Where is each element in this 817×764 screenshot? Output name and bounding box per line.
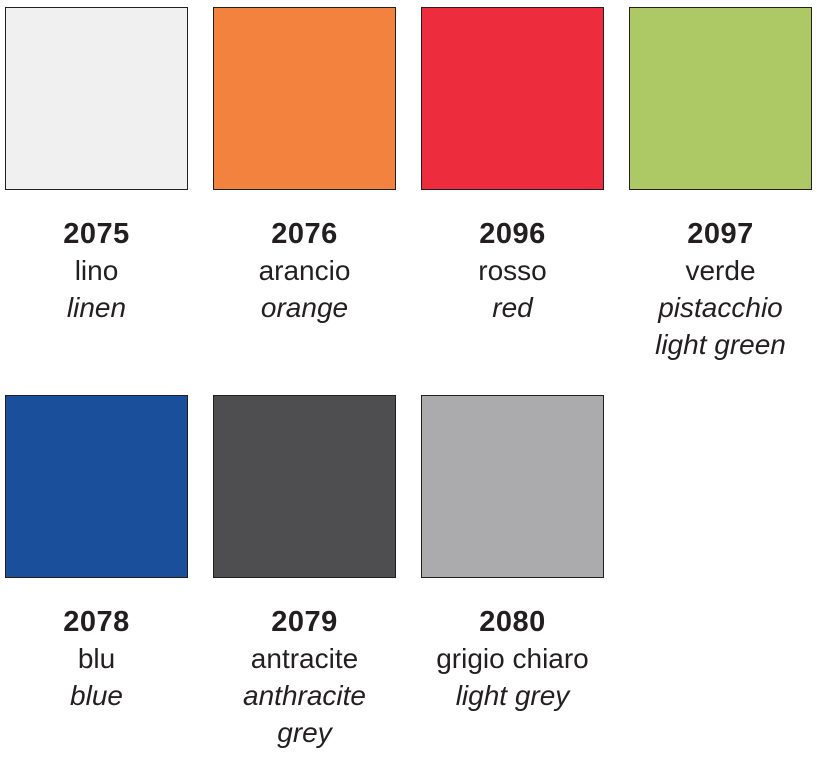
- swatch-name-english: red: [492, 292, 533, 323]
- color-swatch: [5, 7, 188, 190]
- color-swatch: [629, 7, 812, 190]
- color-swatch: [421, 395, 604, 578]
- swatch-name-english: blue: [70, 680, 123, 711]
- swatch-name-english: pistacchio light green: [655, 292, 786, 360]
- color-swatch: [421, 7, 604, 190]
- swatch-code: 2076: [271, 218, 338, 250]
- swatch-name-english: orange: [260, 292, 349, 323]
- swatch-card: 2096 rosso red: [421, 7, 604, 363]
- swatch-name-italian: lino: [74, 255, 119, 286]
- swatch-code: 2078: [63, 606, 130, 638]
- swatch-code: 2097: [687, 218, 754, 250]
- swatch-code: 2075: [63, 218, 130, 250]
- swatch-name-italian: arancio: [258, 255, 351, 286]
- swatch-name-english: anthracite grey: [243, 680, 366, 748]
- swatch-name-italian: verde: [685, 255, 756, 286]
- swatch-card: 2078 blu blue: [5, 395, 188, 751]
- swatch-card: 2080 grigio chiaro light grey: [421, 395, 604, 751]
- swatch-card: 2079 antracite anthracite grey: [213, 395, 396, 751]
- swatch-name-english: linen: [66, 292, 127, 323]
- swatch-code: 2079: [271, 606, 338, 638]
- swatch-code: 2080: [479, 606, 546, 638]
- swatch-name-english: light grey: [455, 680, 570, 711]
- swatch-card: 2097 verde pistacchio light green: [629, 7, 812, 363]
- swatch-name-italian: rosso: [478, 255, 547, 286]
- color-swatch: [5, 395, 188, 578]
- color-swatch: [213, 395, 396, 578]
- swatch-card: 2076 arancio orange: [213, 7, 396, 363]
- color-swatch: [213, 7, 396, 190]
- swatch-name-italian: blu: [77, 643, 116, 674]
- swatch-card: 2075 lino linen: [5, 7, 188, 363]
- swatch-name-italian: antracite: [250, 643, 359, 674]
- swatch-name-italian: grigio chiaro: [436, 643, 589, 674]
- swatch-code: 2096: [479, 218, 546, 250]
